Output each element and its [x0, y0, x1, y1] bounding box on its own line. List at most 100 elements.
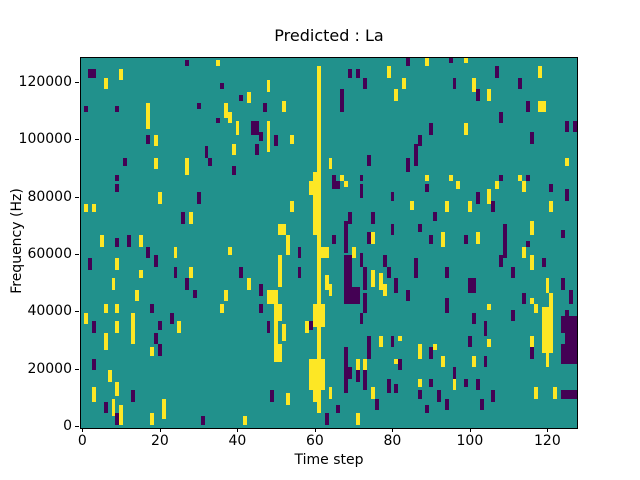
- heatmap-cell: [464, 123, 468, 135]
- heatmap-cell: [475, 192, 480, 204]
- heatmap-cell: [251, 120, 259, 135]
- heatmap-cell: [537, 66, 542, 78]
- heatmap-cell: [533, 304, 538, 313]
- y-tick-mark: [75, 311, 79, 313]
- heatmap-cell: [433, 212, 437, 221]
- heatmap-cell: [398, 335, 403, 342]
- x-tick-label: 80: [383, 433, 402, 449]
- heatmap-cell: [115, 183, 120, 193]
- heatmap-cell: [223, 103, 228, 118]
- heatmap-cell: [150, 347, 155, 356]
- heatmap-cell: [220, 304, 224, 313]
- heatmap-cell: [258, 132, 263, 141]
- heatmap-cell: [258, 284, 263, 296]
- heatmap-cell: [394, 358, 399, 365]
- heatmap-cell: [545, 278, 550, 293]
- heatmap-cell: [526, 241, 530, 247]
- heatmap-cell: [363, 304, 368, 313]
- heatmap-cell: [92, 203, 96, 213]
- heatmap-cell: [173, 266, 178, 279]
- heatmap-cell: [134, 289, 139, 302]
- x-tick-label: 0: [77, 433, 87, 449]
- heatmap-cell: [355, 413, 360, 425]
- heatmap-cell: [297, 266, 302, 279]
- x-axis-label: Time step: [294, 452, 364, 468]
- heatmap-cell: [344, 286, 360, 305]
- heatmap-cell: [367, 335, 372, 348]
- heatmap-cell: [363, 358, 368, 371]
- heatmap-cell: [375, 398, 379, 411]
- heatmap-cell: [561, 278, 565, 290]
- heatmap-cell: [316, 404, 321, 414]
- heatmap-cell: [320, 246, 329, 259]
- heatmap-cell: [189, 266, 193, 279]
- x-tick-mark: [82, 427, 84, 432]
- heatmap-cell: [564, 332, 577, 345]
- heatmap-cell: [169, 312, 174, 325]
- heatmap-cell: [274, 304, 279, 362]
- heatmap-cell: [185, 157, 189, 176]
- heatmap-cell: [115, 238, 120, 247]
- heatmap-cell: [545, 352, 550, 368]
- heatmap-cell: [309, 321, 313, 330]
- heatmap-cell: [475, 89, 480, 101]
- heatmap-cell: [371, 212, 375, 224]
- heatmap-cell: [437, 390, 441, 402]
- heatmap-cell: [429, 347, 434, 359]
- heatmap-cell: [359, 183, 364, 199]
- heatmap-cell: [115, 106, 120, 112]
- heatmap-cell: [499, 175, 503, 181]
- heatmap-cell: [316, 327, 321, 405]
- heatmap-cell: [371, 269, 375, 287]
- x-tick-label: 100: [456, 433, 484, 449]
- heatmap-cell: [359, 175, 364, 181]
- heatmap-cell: [115, 413, 120, 425]
- heatmap-cell: [390, 223, 395, 236]
- heatmap-cell: [371, 232, 375, 244]
- heatmap-cell: [564, 120, 569, 133]
- heatmap-cell: [499, 111, 503, 124]
- heatmap-cell: [417, 134, 422, 147]
- y-tick-mark: [75, 254, 79, 255]
- heatmap-cell: [189, 212, 193, 224]
- heatmap-cell: [487, 189, 492, 204]
- heatmap-cell: [530, 347, 534, 359]
- heatmap-cell: [344, 180, 348, 187]
- heatmap-cell: [471, 312, 476, 325]
- heatmap-cell: [518, 175, 523, 181]
- heatmap-cell: [115, 381, 120, 396]
- heatmap-cell: [223, 289, 228, 302]
- heatmap-cell: [220, 83, 224, 90]
- heatmap-cell: [355, 68, 360, 78]
- heatmap-cell: [464, 378, 468, 388]
- heatmap-cell: [363, 370, 368, 391]
- heatmap-cell: [103, 401, 108, 414]
- y-tick-mark: [75, 368, 79, 370]
- heatmap-cell: [332, 235, 337, 244]
- heatmap-cell: [158, 344, 162, 356]
- heatmap-cell: [146, 246, 151, 259]
- heatmap-cell: [344, 220, 348, 253]
- heatmap-cell: [382, 284, 387, 296]
- heatmap-cell: [491, 390, 496, 402]
- heatmap-cell: [564, 189, 569, 201]
- heatmap-cell: [173, 246, 178, 259]
- heatmap-cell: [355, 370, 360, 382]
- heatmap-cell: [278, 344, 282, 362]
- heatmap-cell: [115, 304, 120, 313]
- heatmap-cell: [553, 387, 558, 399]
- heatmap-cell: [88, 68, 96, 78]
- x-tick-label: 20: [150, 433, 169, 449]
- heatmap-cell: [456, 180, 461, 190]
- heatmap-cell: [297, 246, 302, 259]
- heatmap-cell: [417, 390, 422, 399]
- heatmap-cell: [347, 68, 352, 78]
- heatmap-cell: [336, 404, 341, 414]
- heatmap-cell: [216, 60, 220, 67]
- heatmap-cell: [468, 335, 472, 348]
- x-tick-label: 40: [228, 433, 247, 449]
- x-tick-label: 120: [534, 433, 561, 449]
- heatmap-cell: [444, 298, 449, 305]
- heatmap-cell: [530, 255, 534, 270]
- heatmap-cell: [111, 278, 116, 290]
